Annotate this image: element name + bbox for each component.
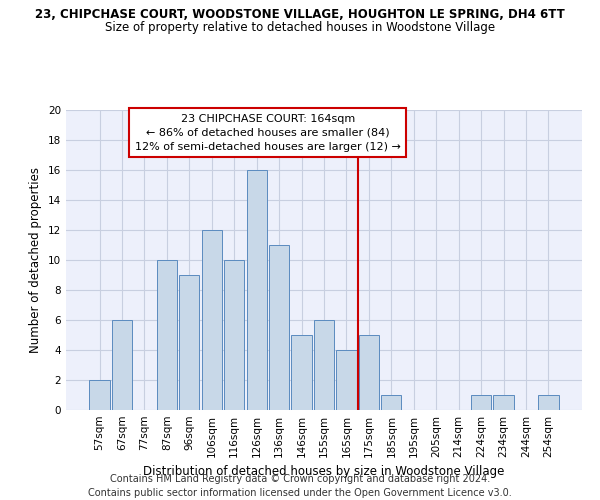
Text: Contains HM Land Registry data © Crown copyright and database right 2024.
Contai: Contains HM Land Registry data © Crown c… bbox=[88, 474, 512, 498]
Text: 23, CHIPCHASE COURT, WOODSTONE VILLAGE, HOUGHTON LE SPRING, DH4 6TT: 23, CHIPCHASE COURT, WOODSTONE VILLAGE, … bbox=[35, 8, 565, 20]
Bar bbox=[493, 395, 514, 410]
Text: Size of property relative to detached houses in Woodstone Village: Size of property relative to detached ho… bbox=[105, 21, 495, 34]
Bar bbox=[224, 260, 244, 410]
Bar bbox=[269, 245, 289, 410]
Bar bbox=[337, 350, 356, 410]
Bar bbox=[471, 395, 491, 410]
Bar bbox=[381, 395, 401, 410]
Y-axis label: Number of detached properties: Number of detached properties bbox=[29, 167, 43, 353]
Bar bbox=[359, 335, 379, 410]
Bar bbox=[247, 170, 267, 410]
Bar bbox=[179, 275, 199, 410]
Bar bbox=[292, 335, 311, 410]
Bar bbox=[538, 395, 559, 410]
Bar bbox=[112, 320, 132, 410]
Bar bbox=[314, 320, 334, 410]
Bar bbox=[202, 230, 222, 410]
Bar bbox=[89, 380, 110, 410]
Bar bbox=[157, 260, 177, 410]
X-axis label: Distribution of detached houses by size in Woodstone Village: Distribution of detached houses by size … bbox=[143, 466, 505, 478]
Text: 23 CHIPCHASE COURT: 164sqm
← 86% of detached houses are smaller (84)
12% of semi: 23 CHIPCHASE COURT: 164sqm ← 86% of deta… bbox=[135, 114, 401, 152]
